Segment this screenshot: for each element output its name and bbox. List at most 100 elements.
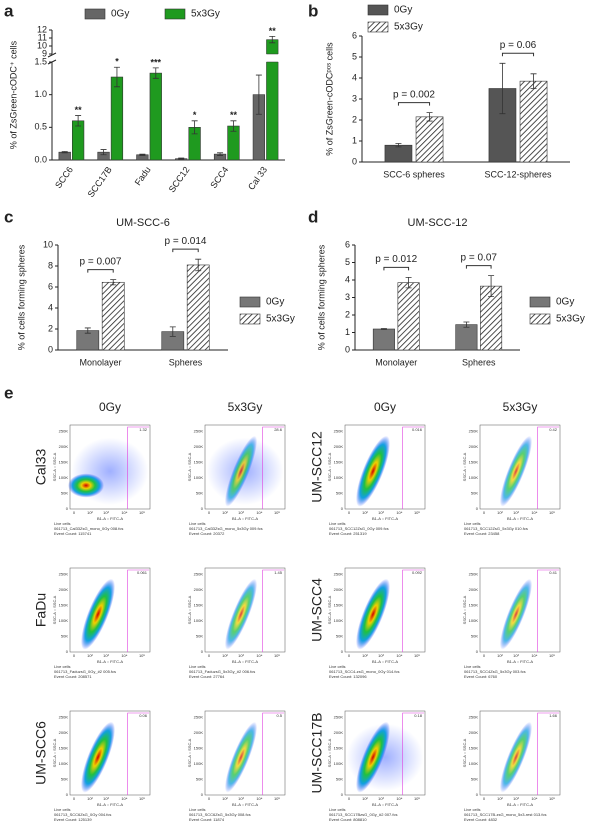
gate (537, 712, 559, 795)
x-tick-label: 10³ (378, 510, 384, 515)
x-tick-label: 0 (483, 653, 486, 658)
legend-swatch (164, 8, 186, 20)
x-tick-label: Cal 33 (246, 165, 269, 192)
density-cloud (81, 578, 115, 650)
y-tick-label: 250K (469, 714, 479, 719)
y-tick-label: 6 (352, 30, 357, 40)
x-tick-label: 0 (73, 510, 76, 515)
error-bar (191, 120, 198, 135)
panel-label: c (4, 207, 13, 226)
error-bar (113, 66, 120, 88)
y-axis-label: % of ZsGreen-cODCᵖᵒˢ cells (324, 42, 334, 156)
x-tick-label: 10⁴ (256, 796, 262, 801)
gate-value: 0.41 (549, 570, 558, 575)
y-tick-label: 1.5 (34, 56, 47, 66)
y-tick-label: 50K (336, 491, 343, 496)
x-tick-label: 10² (497, 796, 503, 801)
file-name: 061713_SCC4ZsG_5x3Gy 003.fcs (464, 669, 526, 674)
column-header: 0Gy (99, 400, 121, 414)
p-value: p = 0.014 (165, 236, 207, 247)
event-count: Event Count: 208571 (54, 674, 92, 679)
significance: ** (75, 105, 83, 115)
event-count: Event Count: 27764 (189, 674, 225, 679)
gate (127, 712, 149, 795)
error-bar (75, 115, 82, 127)
y-tick-label: 0 (66, 649, 69, 654)
event-count: Event Count: 4832 (464, 817, 498, 822)
legend-label: 5x3Gy (556, 314, 585, 325)
density (499, 435, 533, 507)
legend-swatch (529, 313, 551, 325)
population: Live cells (189, 807, 205, 812)
y-axis-label: SSC-A :: SSC-A (462, 738, 467, 767)
event-count: Event Count: 125139 (54, 817, 92, 822)
gate-value: 1.45 (274, 570, 283, 575)
y-tick-label: 0 (341, 649, 344, 654)
y-axis-label: SSC-A :: SSC-A (187, 452, 192, 481)
y-tick-label: 250K (469, 428, 479, 433)
y-tick-label: 4 (48, 302, 53, 312)
p-value: p = 0.012 (375, 254, 417, 265)
x-tick-label: 10² (87, 510, 93, 515)
x-axis-label: B1-A :: FITC-A (97, 516, 123, 521)
p-value: p = 0.07 (461, 252, 498, 263)
error-bar (405, 276, 412, 289)
density (81, 578, 115, 650)
x-tick-label: 10² (87, 653, 93, 658)
x-tick-label: 10⁵ (274, 796, 280, 801)
x-tick-label: 10² (362, 796, 368, 801)
y-tick-label: 200K (334, 444, 344, 449)
x-axis-label: B1-A :: FITC-A (232, 516, 258, 521)
y-tick-label: 8 (48, 260, 53, 270)
population: Live cells (329, 664, 345, 669)
bar (455, 324, 478, 351)
y-axis-label: SSC-A :: SSC-A (187, 738, 192, 767)
panel-label: d (308, 207, 318, 226)
density (224, 578, 258, 650)
y-tick-label: 200K (334, 730, 344, 735)
bar (101, 281, 125, 351)
legend-swatch (367, 21, 389, 33)
gate-value: 0.06 (139, 713, 148, 718)
y-tick-label: 9 (42, 48, 47, 58)
x-tick-label: 10³ (238, 653, 244, 658)
y-tick-label: 0.5 (34, 122, 47, 132)
x-tick-label: 10⁵ (414, 653, 420, 658)
file-name: 061713_SCC12ZsG_0Gy 009.fcs (329, 526, 389, 531)
bar (110, 76, 124, 161)
gate-value: 28.6 (274, 427, 283, 432)
y-tick-label: 12 (37, 24, 47, 34)
file-name: 061713_SCC17BzsG_0Gy_#2 007.fcs (329, 812, 398, 817)
bar (186, 264, 210, 351)
population: Live cells (54, 521, 70, 526)
x-tick-label: 10⁴ (121, 653, 127, 658)
bar (149, 72, 162, 161)
gate-value: 1.32 (139, 427, 148, 432)
gate (262, 569, 284, 652)
y-tick-label: 3 (352, 93, 357, 103)
p-value: p = 0.002 (393, 89, 435, 100)
y-tick-label: 50K (471, 491, 478, 496)
y-tick-label: 2 (48, 323, 53, 333)
population: Live cells (464, 664, 480, 669)
y-tick-label: 50K (336, 777, 343, 782)
x-axis-label: B1-A :: FITC-A (232, 659, 258, 664)
y-tick-label: 0 (341, 792, 344, 797)
y-tick-label: 250K (59, 714, 69, 719)
x-tick-label: 0 (73, 653, 76, 658)
x-tick-label: 10³ (513, 510, 519, 515)
error-bar (426, 112, 433, 122)
y-tick-label: 250K (194, 428, 204, 433)
x-axis-label: B1-A :: FITC-A (372, 516, 398, 521)
y-axis-label: SSC-A :: SSC-A (462, 595, 467, 624)
gate-value: 0.061 (137, 570, 148, 575)
legend-label: 5x3Gy (266, 314, 295, 325)
density-cloud (224, 435, 258, 507)
gate (402, 426, 424, 509)
y-axis-label: SSC-A :: SSC-A (327, 595, 332, 624)
y-tick-label: 0 (476, 792, 479, 797)
legend-label: 0Gy (394, 5, 412, 16)
error-bar (178, 157, 185, 160)
y-tick-label: 100K (334, 618, 344, 623)
y-tick-label: 100K (59, 761, 69, 766)
